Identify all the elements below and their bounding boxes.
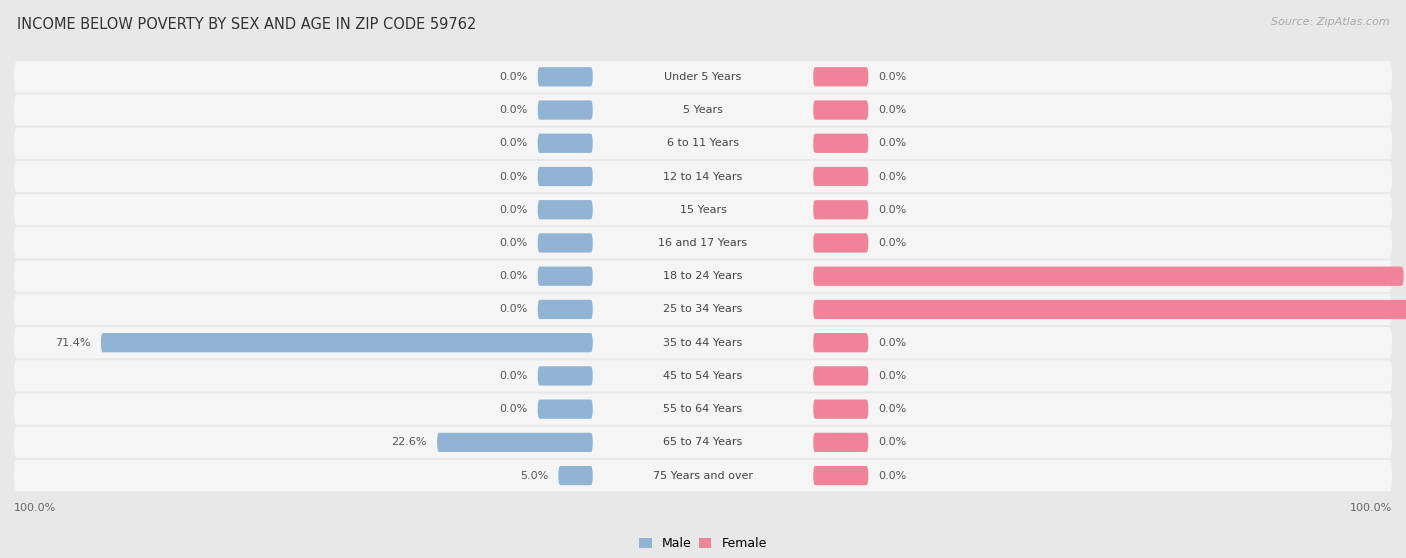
FancyBboxPatch shape — [101, 333, 593, 352]
Text: 0.0%: 0.0% — [499, 138, 527, 148]
FancyBboxPatch shape — [14, 360, 1392, 392]
FancyBboxPatch shape — [813, 400, 869, 419]
Text: 0.0%: 0.0% — [879, 72, 907, 82]
Text: 0.0%: 0.0% — [499, 171, 527, 181]
Text: 0.0%: 0.0% — [499, 238, 527, 248]
FancyBboxPatch shape — [14, 94, 1392, 126]
Legend: Male, Female: Male, Female — [640, 537, 766, 550]
Text: 71.4%: 71.4% — [55, 338, 90, 348]
Text: 0.0%: 0.0% — [879, 171, 907, 181]
Text: 35 to 44 Years: 35 to 44 Years — [664, 338, 742, 348]
FancyBboxPatch shape — [437, 433, 593, 452]
FancyBboxPatch shape — [537, 366, 593, 386]
FancyBboxPatch shape — [14, 327, 1392, 358]
Text: 0.0%: 0.0% — [499, 271, 527, 281]
FancyBboxPatch shape — [14, 294, 1392, 325]
FancyBboxPatch shape — [537, 167, 593, 186]
FancyBboxPatch shape — [14, 61, 1392, 93]
FancyBboxPatch shape — [14, 261, 1392, 292]
Text: 0.0%: 0.0% — [879, 437, 907, 448]
FancyBboxPatch shape — [813, 100, 869, 119]
Text: 25 to 34 Years: 25 to 34 Years — [664, 305, 742, 315]
Text: 100.0%: 100.0% — [14, 503, 56, 513]
Text: 0.0%: 0.0% — [879, 138, 907, 148]
FancyBboxPatch shape — [813, 433, 869, 452]
FancyBboxPatch shape — [813, 366, 869, 386]
FancyBboxPatch shape — [537, 200, 593, 219]
FancyBboxPatch shape — [813, 133, 869, 153]
FancyBboxPatch shape — [14, 227, 1392, 258]
Text: 45 to 54 Years: 45 to 54 Years — [664, 371, 742, 381]
Text: INCOME BELOW POVERTY BY SEX AND AGE IN ZIP CODE 59762: INCOME BELOW POVERTY BY SEX AND AGE IN Z… — [17, 17, 477, 32]
FancyBboxPatch shape — [14, 161, 1392, 192]
Text: 65 to 74 Years: 65 to 74 Years — [664, 437, 742, 448]
Text: 55 to 64 Years: 55 to 64 Years — [664, 404, 742, 414]
FancyBboxPatch shape — [537, 133, 593, 153]
Text: Source: ZipAtlas.com: Source: ZipAtlas.com — [1271, 17, 1389, 27]
Text: 0.0%: 0.0% — [499, 305, 527, 315]
Text: 0.0%: 0.0% — [499, 105, 527, 115]
Text: 0.0%: 0.0% — [879, 404, 907, 414]
Text: 12 to 14 Years: 12 to 14 Years — [664, 171, 742, 181]
FancyBboxPatch shape — [14, 128, 1392, 159]
Text: 15 Years: 15 Years — [679, 205, 727, 215]
Text: 100.0%: 100.0% — [1350, 503, 1392, 513]
FancyBboxPatch shape — [813, 67, 869, 86]
FancyBboxPatch shape — [14, 427, 1392, 458]
FancyBboxPatch shape — [537, 100, 593, 119]
Text: 0.0%: 0.0% — [879, 338, 907, 348]
Text: 0.0%: 0.0% — [879, 470, 907, 480]
Text: 18 to 24 Years: 18 to 24 Years — [664, 271, 742, 281]
Text: 6 to 11 Years: 6 to 11 Years — [666, 138, 740, 148]
FancyBboxPatch shape — [14, 194, 1392, 225]
FancyBboxPatch shape — [537, 233, 593, 253]
Text: 0.0%: 0.0% — [499, 404, 527, 414]
FancyBboxPatch shape — [537, 400, 593, 419]
FancyBboxPatch shape — [813, 200, 869, 219]
FancyBboxPatch shape — [537, 300, 593, 319]
Text: 75 Years and over: 75 Years and over — [652, 470, 754, 480]
FancyBboxPatch shape — [14, 393, 1392, 425]
FancyBboxPatch shape — [14, 460, 1392, 491]
FancyBboxPatch shape — [537, 67, 593, 86]
Text: 0.0%: 0.0% — [879, 371, 907, 381]
FancyBboxPatch shape — [537, 267, 593, 286]
Text: 0.0%: 0.0% — [879, 205, 907, 215]
FancyBboxPatch shape — [813, 267, 1403, 286]
FancyBboxPatch shape — [558, 466, 593, 485]
Text: 0.0%: 0.0% — [879, 105, 907, 115]
Text: 5 Years: 5 Years — [683, 105, 723, 115]
Text: 0.0%: 0.0% — [499, 72, 527, 82]
FancyBboxPatch shape — [813, 300, 1406, 319]
FancyBboxPatch shape — [813, 466, 869, 485]
FancyBboxPatch shape — [813, 167, 869, 186]
FancyBboxPatch shape — [813, 333, 869, 352]
Text: 16 and 17 Years: 16 and 17 Years — [658, 238, 748, 248]
Text: Under 5 Years: Under 5 Years — [665, 72, 741, 82]
FancyBboxPatch shape — [813, 233, 869, 253]
Text: 0.0%: 0.0% — [499, 371, 527, 381]
Text: 22.6%: 22.6% — [391, 437, 427, 448]
Text: 5.0%: 5.0% — [520, 470, 548, 480]
Text: 0.0%: 0.0% — [879, 238, 907, 248]
Text: 0.0%: 0.0% — [499, 205, 527, 215]
